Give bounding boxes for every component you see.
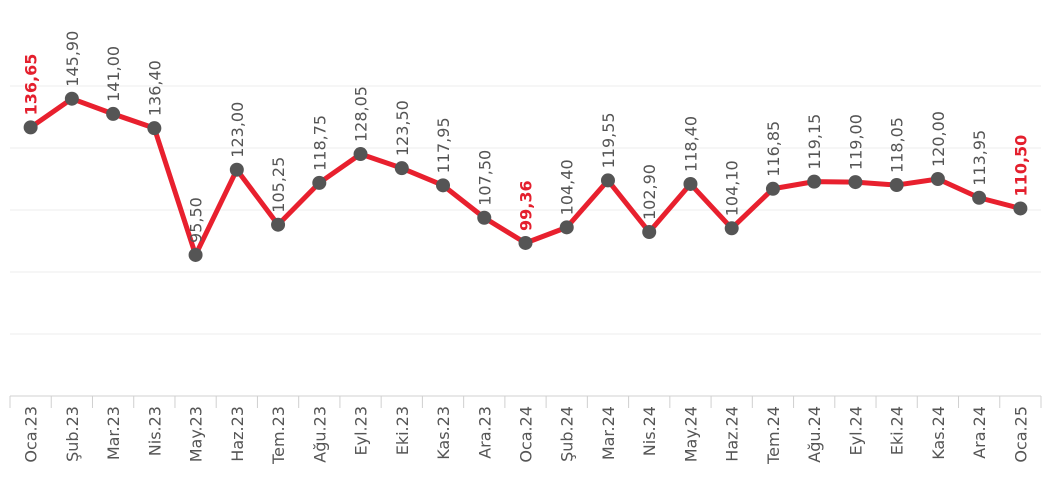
point (559, 220, 574, 235)
x-tick-label: Oca.23 (22, 406, 41, 463)
x-tick-label: Eyl.24 (846, 406, 865, 455)
point (147, 121, 162, 136)
point (353, 147, 368, 162)
data-label: 107,50 (475, 150, 494, 206)
x-tick-label: May.23 (187, 406, 206, 462)
x-tick-label: May.24 (681, 406, 700, 462)
data-label: 102,90 (640, 164, 659, 220)
x-tick-label: Ara.24 (970, 406, 989, 459)
point (271, 217, 286, 232)
data-label: 117,95 (434, 117, 453, 173)
point (23, 120, 38, 135)
data-label: 113,95 (970, 130, 989, 186)
data-label: 104,10 (723, 160, 742, 216)
x-tick-label: Oca.24 (517, 406, 536, 463)
x-tick-label: Eyl.23 (352, 406, 371, 455)
point (64, 91, 79, 106)
data-label: 116,85 (764, 121, 783, 177)
data-label: 123,00 (228, 102, 247, 158)
x-tick-label: Tem.23 (269, 406, 288, 465)
x-tick-label: Tem.24 (764, 406, 783, 465)
data-label: 118,40 (681, 116, 700, 172)
data-label: 118,75 (310, 115, 329, 171)
point (765, 181, 780, 196)
x-tick-label: Şub.23 (63, 406, 82, 462)
x-tick-label: Oca.25 (1011, 406, 1030, 463)
data-label: 120,00 (929, 111, 948, 167)
x-tick-label: Eki.23 (393, 406, 412, 455)
x-tick-label: Kas.23 (434, 406, 453, 460)
point (683, 176, 698, 191)
x-tick-label: Ara.23 (475, 406, 494, 459)
point (106, 106, 121, 121)
data-label: 118,05 (888, 117, 907, 173)
point (930, 172, 945, 186)
point (807, 174, 822, 189)
data-label: 99,36 (517, 180, 536, 231)
data-label: 110,50 (1011, 135, 1030, 197)
x-tick-label: Ağu.23 (310, 406, 329, 463)
x-tick-label: Haz.23 (228, 406, 247, 462)
x-tick-label: Kas.24 (929, 406, 948, 460)
data-label: 105,25 (269, 157, 288, 213)
data-label: 119,55 (599, 112, 618, 168)
point (436, 178, 451, 193)
data-label: 119,00 (846, 114, 865, 170)
x-tick-label: Ağu.24 (805, 406, 824, 463)
data-label: 123,50 (393, 100, 412, 156)
point (600, 173, 615, 188)
x-tick-label: Mar.23 (104, 406, 123, 460)
data-label: 128,05 (352, 86, 371, 142)
point (188, 247, 203, 262)
point (1013, 201, 1028, 216)
point (642, 225, 657, 240)
point (518, 235, 533, 250)
x-tick-label: Nis.24 (640, 406, 659, 456)
data-label: 104,40 (558, 159, 577, 215)
point (394, 161, 409, 176)
data-label: 119,15 (805, 114, 824, 170)
point (889, 178, 904, 193)
point (229, 162, 244, 177)
data-label: 145,90 (63, 31, 82, 87)
x-tick-label: Haz.24 (723, 406, 742, 462)
data-label: 141,00 (104, 46, 123, 102)
x-tick-label: Nis.23 (145, 406, 164, 456)
point (848, 175, 863, 190)
point (477, 210, 492, 225)
data-label: 136,65 (22, 54, 41, 116)
point (724, 221, 739, 236)
point (312, 175, 327, 190)
data-label: 95,50 (187, 197, 206, 243)
x-tick-label: Mar.24 (599, 406, 618, 460)
point (972, 190, 987, 205)
x-tick-label: Şub.24 (558, 406, 577, 462)
x-tick-label: Eki.24 (888, 406, 907, 455)
data-label: 136,40 (145, 60, 164, 116)
